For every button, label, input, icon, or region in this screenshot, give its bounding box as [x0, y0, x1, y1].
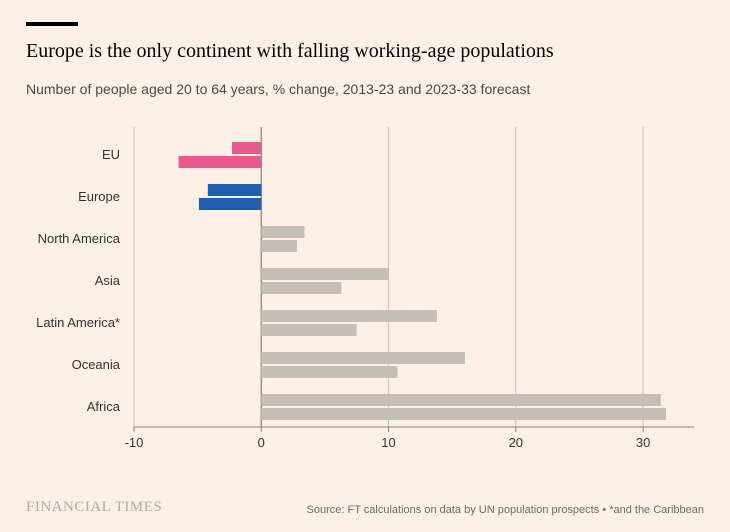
bar	[179, 156, 262, 168]
bar	[261, 408, 666, 420]
bar	[261, 268, 388, 280]
category-label: Europe	[78, 189, 120, 204]
bar	[261, 310, 437, 322]
category-label: Oceania	[72, 357, 121, 372]
bar	[261, 282, 341, 294]
source-label: Source: FT calculations on data by UN po…	[307, 504, 704, 516]
chart-container: EU Europe North America Asia Latin America* O…	[26, 121, 704, 461]
category-label: EU	[102, 147, 120, 162]
bar	[261, 226, 304, 238]
footer: FINANCIAL TIMES Source: FT calculations …	[26, 499, 704, 516]
bar	[261, 240, 297, 252]
bar	[261, 394, 661, 406]
chart-title: Europe is the only continent with fallin…	[26, 40, 704, 63]
bar	[232, 142, 261, 154]
tick-label: 10	[381, 435, 395, 450]
category-label: North America	[38, 231, 121, 246]
tick-label: 20	[509, 435, 523, 450]
tick-label: 30	[636, 435, 650, 450]
brand-label: FINANCIAL TIMES	[26, 499, 162, 516]
category-label: Asia	[95, 273, 121, 288]
top-rule	[26, 22, 78, 26]
bar	[261, 324, 356, 336]
tick-label: 0	[258, 435, 265, 450]
bar	[261, 352, 465, 364]
chart-subtitle: Number of people aged 20 to 64 years, % …	[26, 81, 704, 97]
bar	[208, 184, 261, 196]
bar	[261, 366, 397, 378]
category-label: Latin America*	[36, 315, 120, 330]
bar	[199, 198, 261, 210]
bar-chart: EU Europe North America Asia Latin America* O…	[26, 121, 704, 461]
category-label: Africa	[87, 399, 121, 414]
tick-label: -10	[125, 435, 144, 450]
